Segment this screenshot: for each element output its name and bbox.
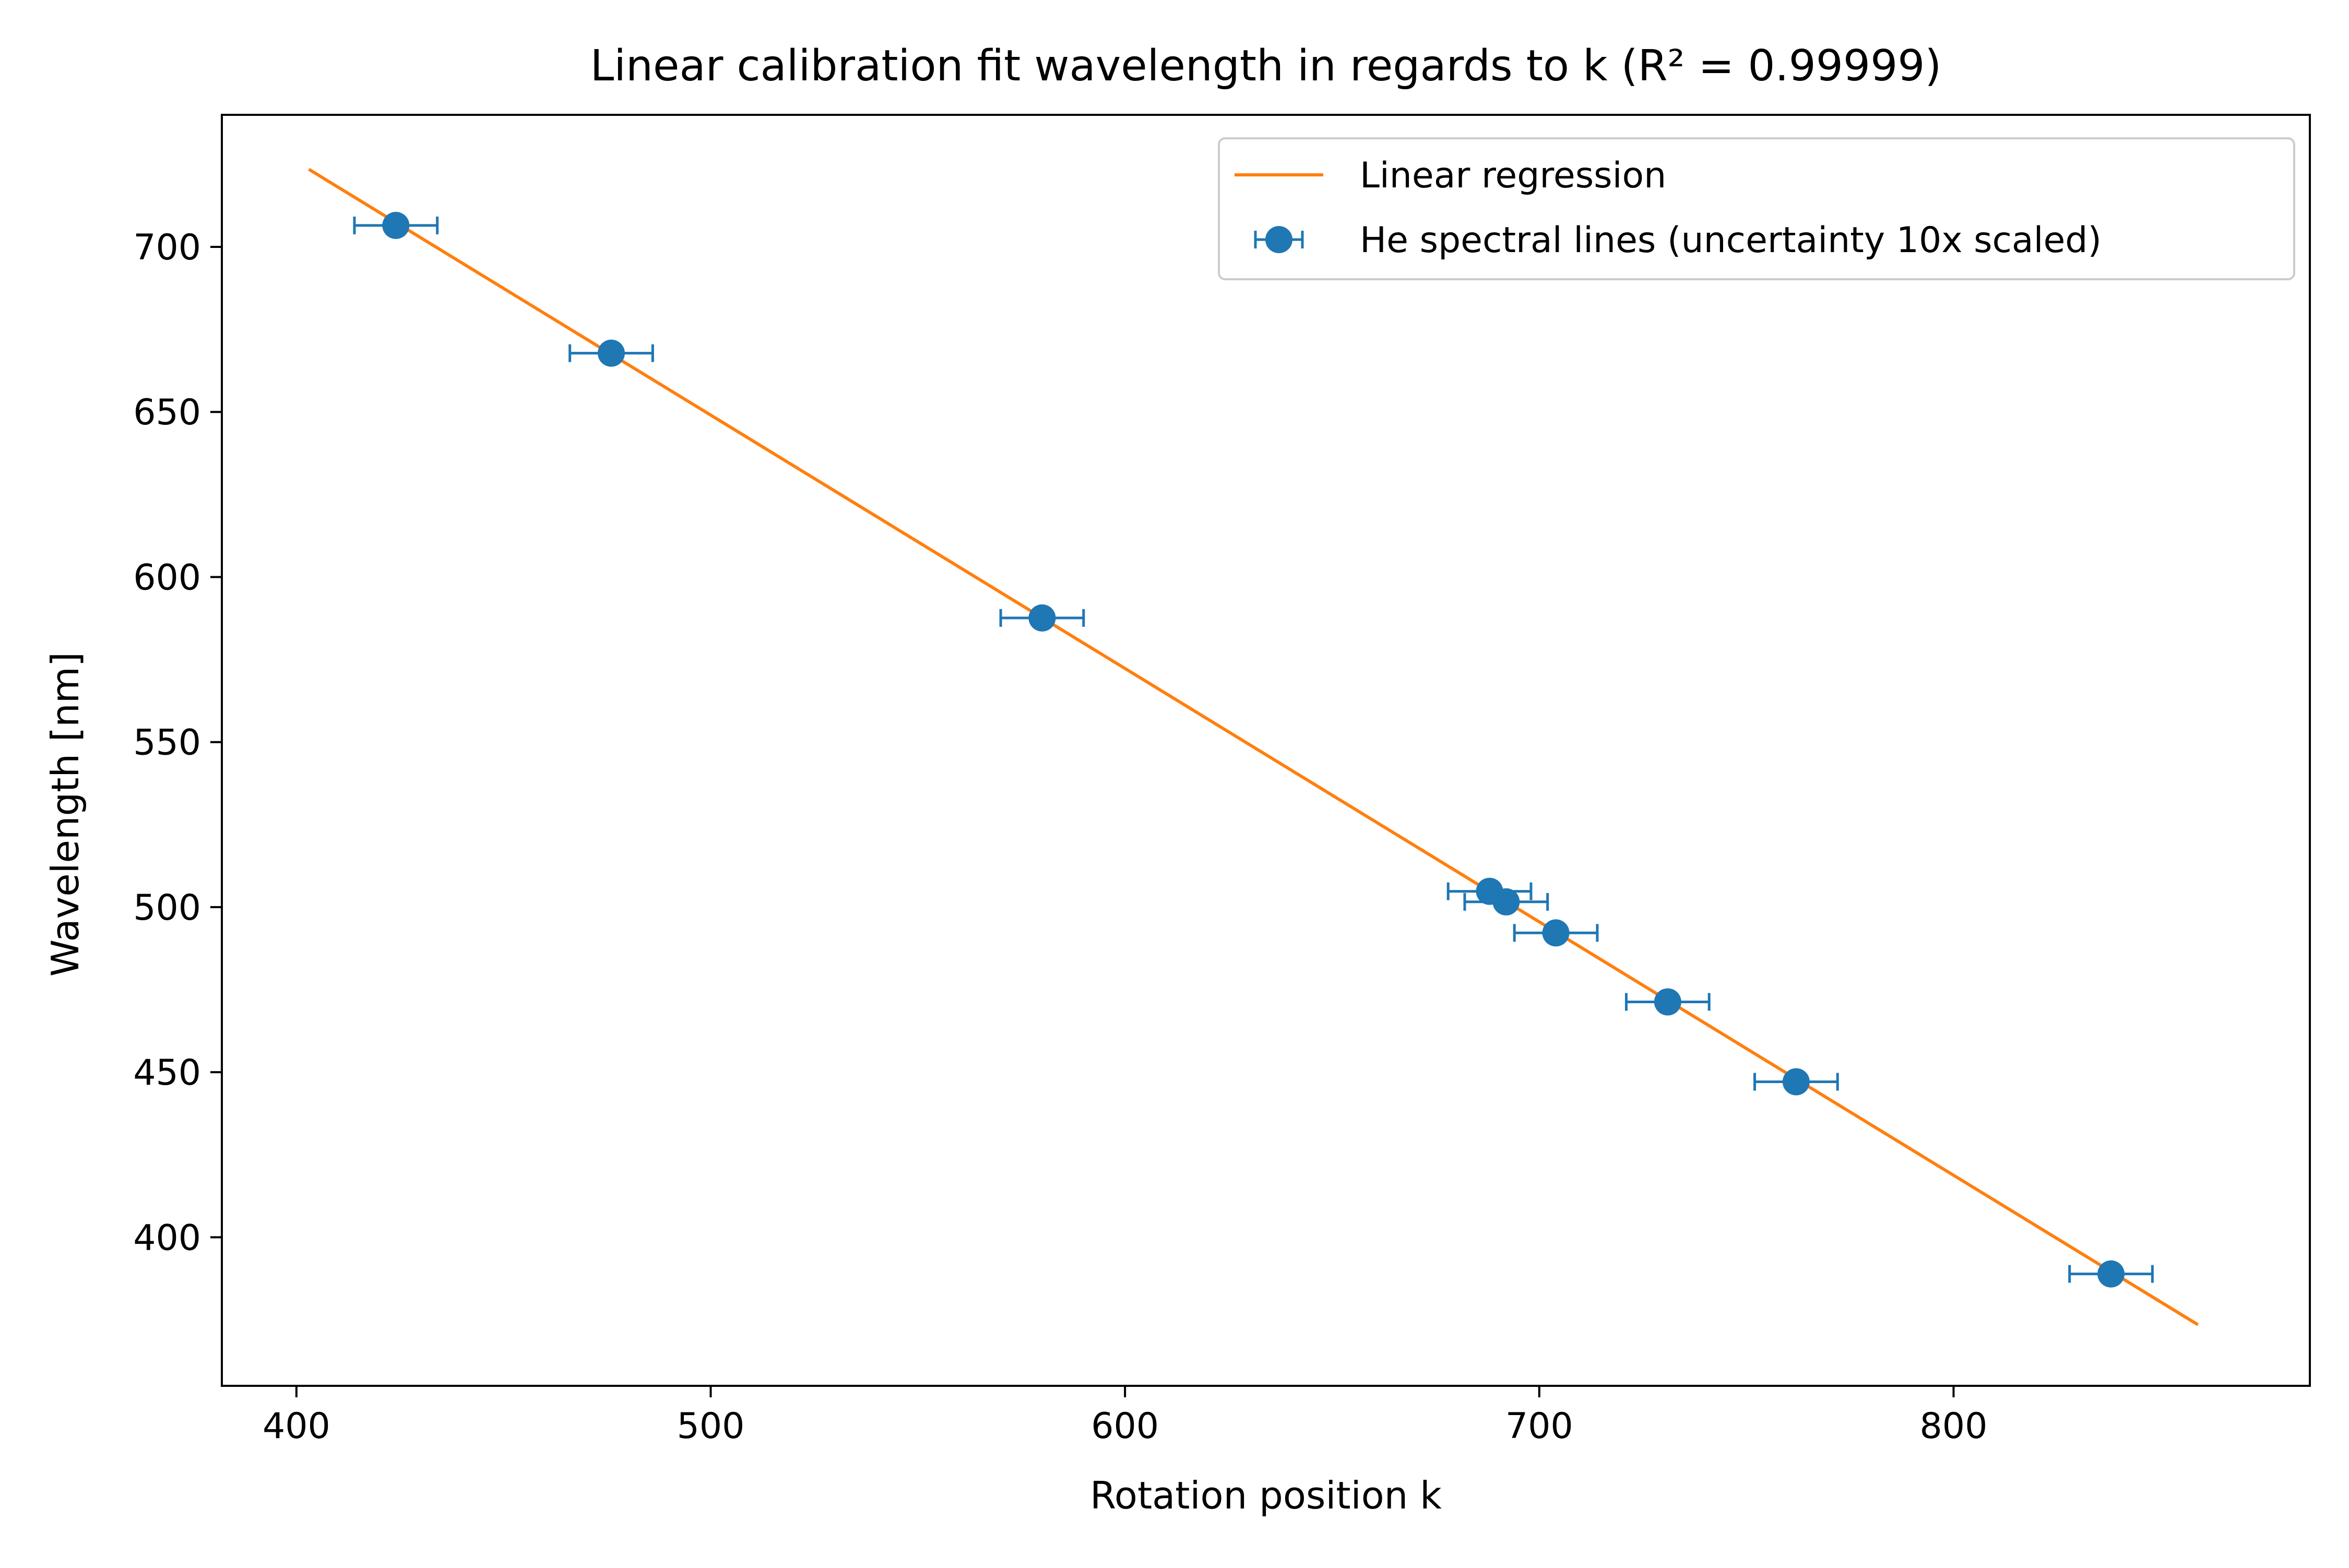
data-point-group bbox=[1513, 919, 1599, 947]
legend-box bbox=[1218, 137, 2295, 280]
legend-label: He spectral lines (uncertainty 10x scale… bbox=[1360, 220, 2102, 261]
plot-frame bbox=[221, 114, 2311, 1387]
data-point bbox=[598, 339, 625, 367]
x-tick-label: 600 bbox=[1091, 1406, 1159, 1447]
data-point bbox=[1028, 604, 1056, 632]
x-axis-label: Rotation position k bbox=[1090, 1474, 1442, 1517]
x-tick-label: 400 bbox=[263, 1406, 330, 1447]
y-axis-label: Wavelength [nm] bbox=[43, 652, 87, 977]
y-tick-label: 400 bbox=[133, 1217, 201, 1258]
x-tick-label: 800 bbox=[1920, 1406, 1988, 1447]
regression-line bbox=[308, 168, 2199, 1326]
y-tick-label: 650 bbox=[133, 392, 201, 433]
y-tick-label: 600 bbox=[133, 557, 201, 598]
y-tick-label: 700 bbox=[133, 227, 201, 268]
data-point bbox=[1654, 988, 1681, 1016]
data-point bbox=[1782, 1068, 1810, 1096]
chart-title: Linear calibration fit wavelength in reg… bbox=[590, 41, 1942, 91]
x-tick-label: 700 bbox=[1505, 1406, 1573, 1447]
x-tick-label: 500 bbox=[677, 1406, 745, 1447]
data-point bbox=[382, 211, 410, 239]
data-point-group bbox=[1753, 1068, 1839, 1096]
y-tick-label: 550 bbox=[133, 722, 201, 764]
data-point-group bbox=[353, 211, 439, 239]
data-point bbox=[2097, 1260, 2125, 1288]
data-point bbox=[1492, 888, 1520, 916]
data-point-group bbox=[1463, 888, 1549, 916]
y-tick-label: 500 bbox=[133, 887, 201, 929]
y-tick-label: 450 bbox=[133, 1052, 201, 1094]
legend-marker-swatch bbox=[1265, 226, 1292, 253]
data-point-group bbox=[999, 604, 1085, 632]
data-point bbox=[1542, 919, 1570, 947]
legend-label: Linear regression bbox=[1360, 155, 1666, 196]
data-point-group bbox=[1624, 988, 1711, 1016]
data-point-group bbox=[2068, 1260, 2154, 1288]
data-point-group bbox=[568, 339, 654, 367]
